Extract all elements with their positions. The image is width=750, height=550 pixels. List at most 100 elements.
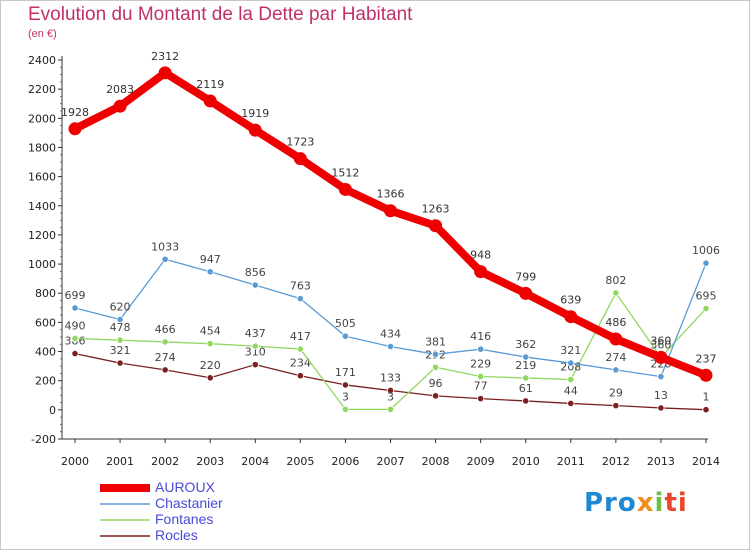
data-point	[477, 372, 485, 381]
data-label: 699	[65, 289, 86, 302]
data-label: 639	[560, 294, 581, 307]
y-tick-label: 0	[49, 404, 56, 417]
data-label: 620	[110, 300, 131, 313]
y-tick-label: 2200	[28, 83, 56, 96]
series-fontanes: 4904784664544374173329222921920880236069…	[65, 274, 717, 414]
data-point	[699, 368, 713, 382]
x-tick-label: 2006	[331, 455, 359, 468]
data-point	[431, 392, 440, 400]
data-label: 220	[200, 359, 221, 372]
data-point	[477, 345, 485, 353]
data-point	[564, 310, 578, 324]
data-label: 13	[654, 389, 668, 402]
data-label: 434	[380, 328, 401, 341]
data-label: 321	[110, 344, 131, 357]
data-label: 490	[65, 319, 86, 332]
data-label: 219	[515, 359, 536, 372]
y-tick-label: 1000	[28, 258, 56, 271]
legend-label: Chastanier	[155, 495, 223, 511]
data-label: 948	[470, 249, 491, 262]
x-tick-label: 2009	[467, 455, 495, 468]
data-label: 61	[519, 382, 533, 395]
data-point	[609, 332, 623, 346]
data-point	[116, 336, 124, 344]
x-tick-label: 2013	[647, 455, 675, 468]
data-label: 171	[335, 366, 356, 379]
data-label: 133	[380, 371, 401, 384]
data-point	[161, 255, 169, 263]
chart-subtitle: (en €)	[28, 28, 57, 40]
data-point	[68, 122, 82, 136]
data-label: 29	[609, 387, 623, 400]
data-label: 44	[564, 384, 578, 397]
logo-part-3: i	[654, 488, 665, 518]
data-point	[251, 361, 259, 369]
data-label: 1	[703, 391, 710, 404]
y-tick-label: -200	[31, 433, 56, 446]
data-label: 321	[560, 344, 581, 357]
x-tick-label: 2014	[692, 455, 720, 468]
data-label: 505	[335, 317, 356, 330]
data-point	[567, 375, 575, 384]
data-point	[206, 340, 214, 348]
x-tick-label: 2001	[106, 455, 134, 468]
data-point	[522, 374, 530, 382]
x-tick-label: 2000	[61, 455, 89, 468]
data-point	[431, 363, 440, 371]
data-point	[429, 219, 443, 233]
data-label: 1919	[241, 107, 269, 120]
data-label: 310	[245, 346, 266, 359]
data-label: 3	[342, 390, 349, 403]
data-label: 1512	[331, 166, 359, 179]
x-tick-label: 2012	[602, 455, 630, 468]
data-point	[474, 265, 488, 279]
logo-part-2: x	[636, 488, 655, 518]
data-point	[161, 366, 169, 374]
data-label: 360	[650, 334, 671, 347]
y-tick-label: 2400	[28, 54, 56, 67]
legend-label: Rocles	[155, 527, 198, 543]
data-point	[567, 359, 575, 367]
data-label: 362	[515, 338, 536, 351]
data-label: 416	[470, 330, 491, 343]
data-label: 417	[290, 330, 311, 343]
data-point	[384, 204, 397, 218]
data-point	[522, 353, 530, 361]
y-tick-label: 2000	[28, 112, 56, 125]
chart-title: Evolution du Montant de la Dette par Hab…	[28, 4, 413, 25]
data-point	[158, 66, 172, 80]
data-point	[341, 381, 350, 389]
data-label: 1723	[286, 136, 314, 149]
data-label: 2119	[196, 78, 224, 91]
data-point	[206, 268, 214, 276]
data-label: 1006	[692, 244, 720, 257]
data-point	[386, 386, 395, 395]
data-point	[702, 304, 710, 313]
data-label: 1928	[61, 106, 89, 119]
data-point	[702, 259, 710, 267]
data-point	[161, 338, 169, 346]
data-label: 237	[696, 352, 717, 365]
data-label: 466	[155, 323, 176, 336]
logo-part-4: ti	[664, 488, 688, 518]
data-label: 799	[515, 270, 536, 283]
data-point	[341, 405, 350, 414]
data-label: 856	[245, 266, 266, 279]
data-point	[431, 350, 440, 358]
data-label: 1366	[377, 188, 405, 201]
data-point	[248, 123, 262, 137]
data-point	[477, 395, 485, 403]
data-point	[702, 406, 710, 414]
data-point	[612, 289, 620, 297]
data-point	[296, 345, 304, 353]
data-point	[612, 366, 620, 374]
data-label: 763	[290, 280, 311, 293]
y-tick-label: 600	[35, 316, 56, 329]
data-point	[519, 286, 533, 300]
data-point	[654, 350, 668, 364]
data-point	[338, 182, 352, 196]
data-label: 77	[474, 380, 488, 393]
y-tick-label: 1800	[28, 141, 56, 154]
data-label: 274	[155, 351, 176, 364]
